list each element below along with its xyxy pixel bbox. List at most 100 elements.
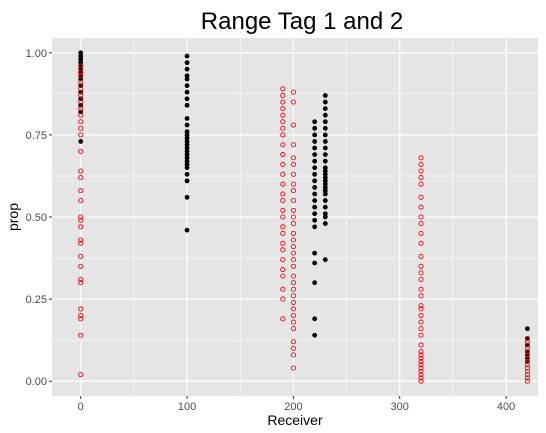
data-point-filled [322,171,328,177]
data-point-open [280,142,286,148]
data-point-open [78,276,84,282]
data-point-open [280,125,286,131]
data-point-open [78,240,84,246]
data-point-filled [184,66,190,72]
data-point-open [290,273,296,279]
data-point-open [418,365,424,371]
data-point-filled [322,139,328,144]
data-point-open [418,303,424,309]
data-point-open [418,378,424,384]
data-point-filled [322,152,328,157]
data-point-filled [312,204,318,210]
data-point-open [524,345,530,351]
data-point-filled [322,158,328,164]
x-tick-label: 200 [284,401,302,413]
data-point-filled [322,185,328,190]
x-tick-label: 400 [497,401,515,413]
data-point-filled [184,129,190,135]
data-point-open [418,181,424,187]
data-point-open [280,230,286,236]
data-point-filled [322,198,328,203]
data-point-open [290,306,296,312]
data-point-filled [184,53,190,59]
data-point-filled [312,171,318,177]
data-point-filled [78,63,84,69]
data-point-filled [184,171,190,177]
data-point-open [290,293,296,299]
data-point-open [418,155,424,161]
data-point-open [78,237,84,243]
data-point-open [280,214,286,220]
data-point-open [290,280,296,286]
data-point-filled [322,165,328,171]
data-point-open [78,106,84,112]
data-point-open [280,296,286,302]
data-point-filled [78,139,84,144]
data-point-open [418,263,424,269]
data-point-open [290,345,296,351]
data-point-open [78,253,84,259]
data-point-open [78,175,84,181]
data-point-open [418,362,424,368]
data-point-filled [322,93,328,98]
data-point-filled [322,99,328,105]
data-point-filled [312,224,318,230]
data-point-open [418,332,424,338]
data-point-filled [184,122,190,128]
data-point-filled [184,83,190,89]
data-point-open [524,378,530,384]
data-point-filled [184,89,190,95]
data-point-open [290,207,296,213]
data-point-open [280,191,286,197]
data-point-open [418,349,424,355]
data-point-open [78,132,84,138]
data-point-open [524,352,530,358]
data-point-open [418,286,424,292]
data-point-filled [322,125,328,131]
data-point-filled [78,53,84,59]
chart-title: Range Tag 1 and 2 [201,8,403,35]
data-point-filled [78,50,84,56]
data-point-open [280,99,286,105]
data-point-open [78,306,84,312]
data-point-filled [322,221,328,226]
data-point-open [418,355,424,361]
data-point-open [280,181,286,187]
data-point-open [524,358,530,365]
grid-lines [52,38,538,396]
data-point-filled [322,106,328,112]
data-points [78,50,530,384]
data-point-open [290,122,296,128]
y-tick-label: 0.50 [26,212,47,224]
data-point-open [290,286,296,292]
data-point-open [280,152,286,158]
data-point-open [418,319,424,325]
data-point-open [418,175,424,181]
data-point-open [418,270,424,276]
data-point-open [78,125,84,131]
data-point-filled [312,119,318,125]
data-point-open [290,244,296,250]
y-axis-title: prop [5,203,21,231]
data-point-open [418,312,424,319]
data-point-open [78,92,84,99]
data-point-open [524,375,530,381]
data-point-open [280,161,286,167]
data-point-open [280,132,286,138]
data-point-filled [322,204,328,210]
data-point-open [290,198,296,204]
data-point-open [280,119,286,125]
data-point-open [78,312,84,319]
data-point-open [280,92,286,99]
data-point-filled [312,211,318,217]
data-point-filled [312,158,318,164]
data-point-filled [312,125,318,131]
data-point-open [290,257,296,263]
data-point-open [418,214,424,220]
data-point-open [290,326,296,332]
data-point-open [418,230,424,236]
y-tick-label: 0.00 [26,376,47,388]
data-point-open [280,257,286,263]
data-point-open [524,368,530,374]
data-point-filled [184,142,190,148]
